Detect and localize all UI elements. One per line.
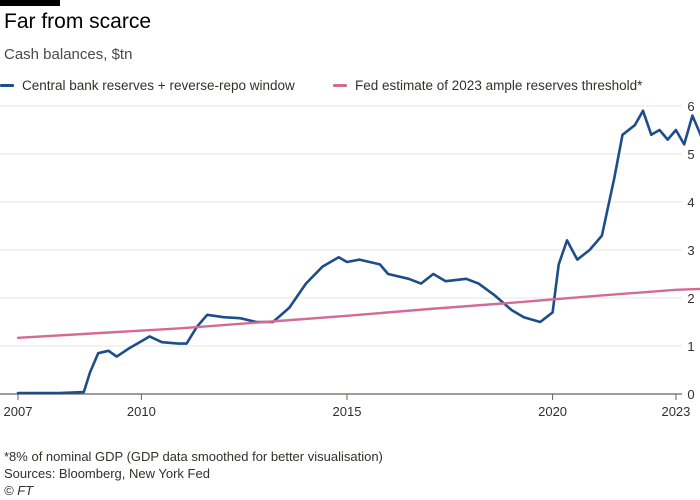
x-tick-label-2007: 2007	[4, 404, 33, 419]
ft-credit: © FT	[4, 483, 34, 498]
legend-swatch-reserves	[0, 84, 14, 87]
x-tick-label-2023: 2023	[661, 404, 690, 419]
legend-item-threshold: Fed estimate of 2023 ample reserves thre…	[333, 78, 642, 93]
x-tick-label-2010: 2010	[127, 404, 156, 419]
legend-label-threshold: Fed estimate of 2023 ample reserves thre…	[355, 78, 643, 93]
y-tick-label-4: 4	[687, 195, 694, 210]
y-tick-label-5: 5	[687, 147, 694, 162]
x-tick-label-2015: 2015	[333, 404, 362, 419]
chart-subtitle: Cash balances, $tn	[4, 46, 133, 63]
chart-footnotes: *8% of nominal GDP (GDP data smoothed fo…	[4, 448, 383, 499]
series-line-threshold	[16, 287, 700, 339]
footnote-sources: Sources: Bloomberg, New York Fed	[4, 466, 210, 481]
chart-legend: Central bank reserves + reverse-repo win…	[0, 78, 700, 98]
series-line-reserves	[16, 109, 700, 395]
y-tick-label-2: 2	[687, 291, 694, 306]
legend-label-reserves: Central bank reserves + reverse-repo win…	[22, 78, 295, 93]
line-chart: 0 1 2 3 4 5 6 2007 2010 2015 2020 2023	[0, 99, 700, 419]
legend-item-reserves: Central bank reserves + reverse-repo win…	[0, 78, 295, 93]
legend-swatch-threshold	[333, 84, 347, 87]
y-tick-label-6: 6	[687, 99, 694, 114]
chart-title: Far from scarce	[4, 10, 152, 33]
footnote-gdp: *8% of nominal GDP (GDP data smoothed fo…	[4, 449, 383, 464]
ft-top-bar	[0, 0, 60, 6]
y-tick-label-3: 3	[687, 243, 694, 258]
y-tick-label-1: 1	[687, 339, 694, 354]
x-tick-label-2020: 2020	[538, 404, 567, 419]
y-tick-label-0: 0	[687, 387, 694, 402]
